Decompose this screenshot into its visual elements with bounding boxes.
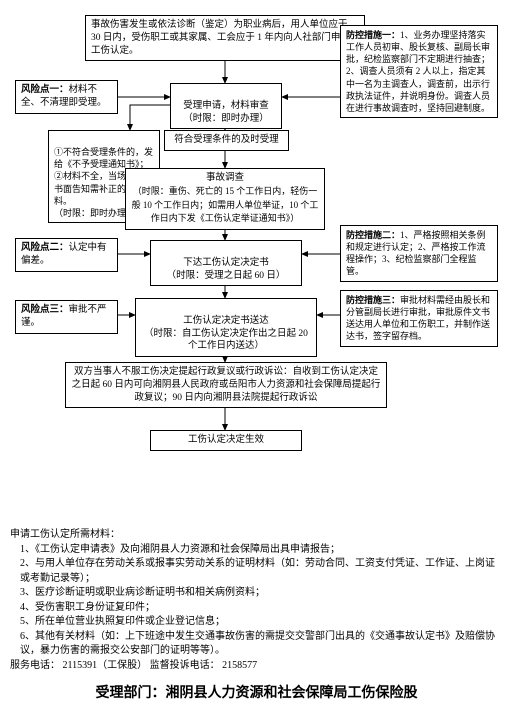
prevent2-label: 防控措施二： [346, 230, 400, 240]
prevent1-text: 1、业务办理坚持落实工作人员初审、股长复核、副局长审批，纪检监察部门不定期进行抽… [346, 30, 490, 113]
note-2: 2、与用人单位存在劳动关系或报事实劳动关系的证明材料（如：劳动合同、工资支付凭证… [10, 557, 503, 586]
effect-box: 工伤认定决定生效 [150, 430, 302, 451]
phones: 服务电话： 2115391（工保股） 监督投诉电话： 2158577 [10, 659, 503, 674]
note-4: 4、受伤害职工身份证复印件； [10, 601, 503, 616]
note-3: 3、医疗诊断证明或职业病诊断证明书和相关病例资料； [10, 586, 503, 601]
prevent3-box: 防控措施三：审批材料需经由股长和分管副局长进行审批，审批原件文书送达用人单位和工… [340, 290, 498, 347]
accept-box: 受理申请，材料审查 （时限：即时办理） [170, 83, 282, 129]
accept-text: 受理申请，材料审查 （时限：即时办理） [183, 101, 269, 124]
risk1-label: 风险点一： [21, 85, 69, 95]
risk3-label: 风险点三： [21, 305, 69, 315]
prevent1-label: 防控措施一： [346, 30, 400, 40]
start-text: 事故伤害发生或依法诊断（鉴定）为职业病后，用人单位应于 30 日内，受伤职工或其… [91, 20, 350, 56]
flowchart: 事故伤害发生或依法诊断（鉴定）为职业病后，用人单位应于 30 日内，受伤职工或其… [10, 10, 503, 520]
prevent1-box: 防控措施一：1、业务办理坚持落实工作人员初审、股长复核、副局长审批，纪检监察部门… [340, 25, 498, 118]
deliver-box: 工伤认定决定书送达 （时限：自工伤认定决定作出之日起 20 个工作日内送达） [135, 298, 317, 357]
prevent3-label: 防控措施三： [346, 295, 400, 305]
investigate-box: 事故调查 （时限：重伤、死亡的 15 个工作日内，轻伤一般 10 个工作日内；如… [125, 168, 325, 230]
start-box: 事故伤害发生或依法诊断（鉴定）为职业病后，用人单位应于 30 日内，受伤职工或其… [85, 15, 365, 61]
note-6: 6、其他有关材料（如：上下班途中发生交通事故伤害的需提交交警部门出具的《交通事故… [10, 630, 503, 659]
notes-head: 申请工伤认定所需材料： [10, 528, 503, 543]
effect-text: 工伤认定决定生效 [188, 435, 264, 445]
meet-text: 符合受理条件的及时受理 [174, 135, 279, 145]
footer-dept: 受理部门：湘阴县人力资源和社会保障局工伤保险股 [10, 683, 503, 702]
meet-box: 符合受理条件的及时受理 [164, 130, 289, 151]
notes-section: 申请工伤认定所需材料： 1、《工伤认定申请表》及向湘阴县人力资源和社会保障局出具… [10, 528, 503, 673]
investigate-body: （时限：重伤、死亡的 15 个工作日内，轻伤一般 10 个工作日内；如需用人单位… [132, 186, 319, 224]
note-5: 5、所在单位营业执照复印件或企业登记信息； [10, 615, 503, 630]
decide-box: 下达工伤认定决定书 （时限：受理之日起 60 日） [150, 240, 302, 286]
risk2-label: 风险点二： [21, 243, 69, 253]
prevent2-box: 防控措施二：1、严格按照相关条例和规定进行认定；2、严格按工作流程操作；3、纪检… [340, 225, 498, 282]
appeal-text: 双方当事人不服工伤决定提起行政复议或行政诉讼：自收到工伤认定决定之日起 60 日… [72, 367, 381, 403]
deliver-text: 工伤认定决定书送达 （时限：自工伤认定决定作出之日起 20 个工作日内送达） [144, 316, 308, 352]
risk3-box: 风险点三：审批不严谨。 [15, 300, 118, 334]
appeal-box: 双方当事人不服工伤决定提起行政复议或行政诉讼：自收到工伤认定决定之日起 60 日… [65, 362, 387, 408]
decide-text: 下达工伤认定决定书 （时限：受理之日起 60 日） [167, 258, 286, 281]
note-1: 1、《工伤认定申请表》及向湘阴县人力资源和社会保障局出具申请报告； [10, 543, 503, 558]
risk2-box: 风险点二：认定中有偏差。 [15, 238, 118, 272]
investigate-title: 事故调查 [206, 173, 244, 183]
risk1-box: 风险点一：材料不全、不清理即受理。 [15, 80, 118, 114]
